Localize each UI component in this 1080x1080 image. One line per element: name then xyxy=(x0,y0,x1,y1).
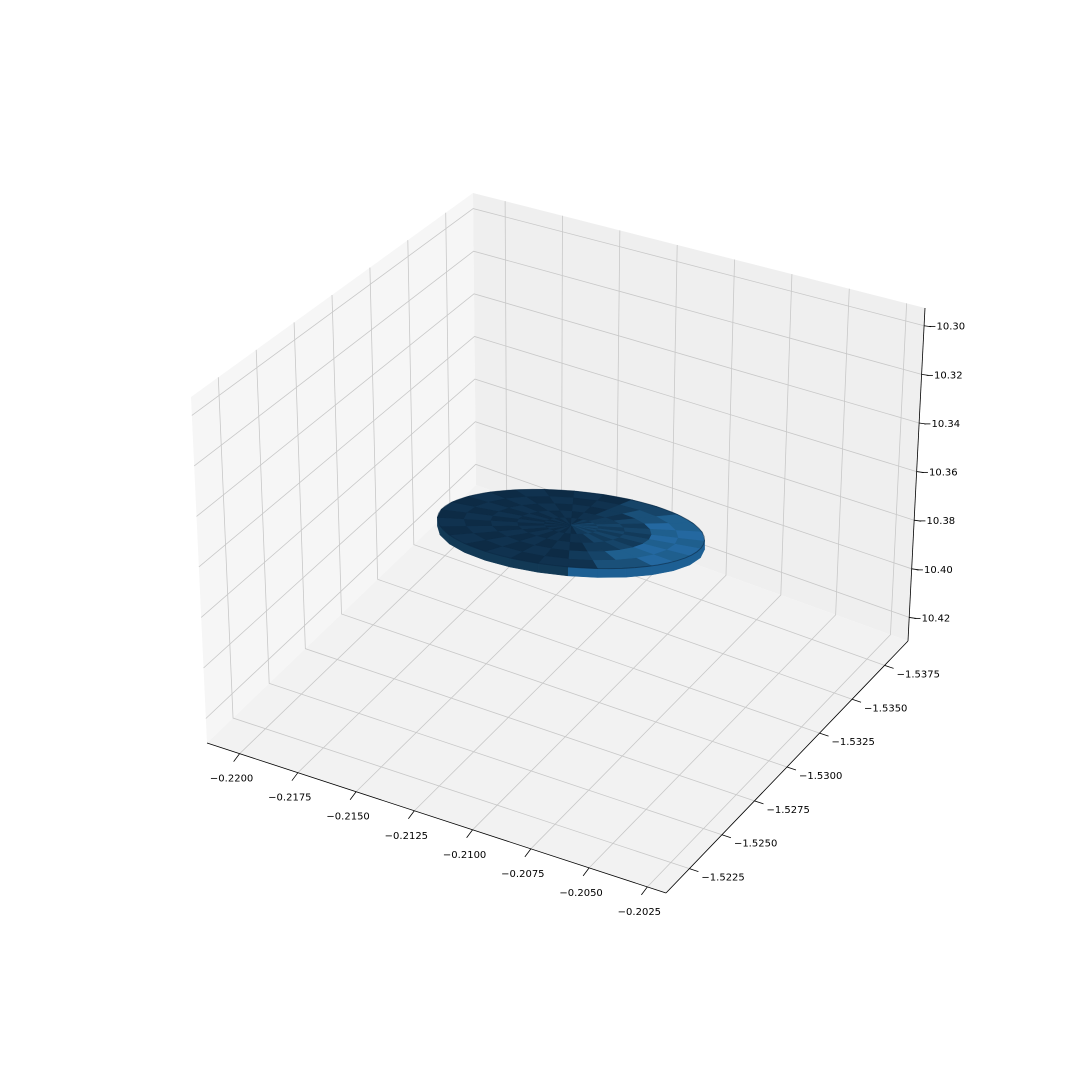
z-tick-label: −10.38 xyxy=(918,516,955,527)
x-tick-mark xyxy=(408,810,415,820)
z-tick-label: −10.42 xyxy=(913,613,950,624)
y-tick-mark xyxy=(689,868,699,872)
x-tick-label: −0.2100 xyxy=(443,850,486,861)
y-grid-line xyxy=(255,349,723,836)
y-tick-label: −1.5325 xyxy=(832,737,875,748)
axis-panes xyxy=(191,193,925,893)
axis-ticks: −0.2200 −0.2175 −0.2150 −0.2125 −0.2100 −0.20… xyxy=(210,322,965,918)
y-grid-line xyxy=(369,267,820,734)
z-tick-label: −10.34 xyxy=(923,419,960,430)
y-grid-line xyxy=(293,322,755,802)
x-tick-label: −0.2175 xyxy=(268,793,311,804)
z-tick-label: −10.30 xyxy=(928,322,965,333)
x-axis-line xyxy=(206,742,667,894)
z-tick-label: −10.32 xyxy=(926,370,963,381)
floor-pane xyxy=(207,485,908,893)
z-tick-mark xyxy=(916,471,924,473)
x-tick-label: −0.2075 xyxy=(501,869,544,880)
y-tick-mark xyxy=(884,665,894,669)
x-tick-label: −0.2125 xyxy=(385,831,428,842)
x-tick-label: −0.2150 xyxy=(326,812,369,823)
ellipsoid-surface xyxy=(437,488,705,578)
y-tick-mark xyxy=(721,834,732,839)
x-tick-mark xyxy=(582,867,590,877)
z-grid-line xyxy=(198,335,917,568)
z-grid-line xyxy=(193,250,922,467)
z-grid-line xyxy=(200,378,915,618)
z-tick-mark xyxy=(924,325,932,328)
z-tick-mark xyxy=(911,568,919,571)
x-tick-label: −0.2050 xyxy=(559,888,602,899)
surface-facet xyxy=(570,524,599,529)
z-tick-label: −10.40 xyxy=(916,565,953,576)
y-tick-label: −1.5375 xyxy=(897,669,940,680)
y-grid-line xyxy=(331,294,788,768)
surface-outline xyxy=(437,488,705,570)
y-tick-mark xyxy=(851,698,862,703)
z-grid-line xyxy=(203,421,912,669)
y-tick-mark xyxy=(754,800,764,805)
y-grid-line xyxy=(217,377,690,869)
x-tick-label: −0.2025 xyxy=(618,907,661,918)
y-tick-label: −1.5225 xyxy=(701,873,744,884)
x-tick-mark xyxy=(466,829,473,839)
x-tick-mark xyxy=(291,772,299,781)
x-tick-mark xyxy=(641,886,648,896)
x-tick-label: −0.2200 xyxy=(210,774,253,785)
y-tick-mark xyxy=(819,732,829,737)
x-tick-mark xyxy=(524,848,532,858)
y-grid-line xyxy=(407,240,853,700)
z-tick-mark xyxy=(914,519,922,522)
z-axis-line xyxy=(907,307,926,642)
x-tick-mark xyxy=(349,791,357,800)
z-grid-line xyxy=(205,463,910,719)
grid-lines xyxy=(191,201,925,888)
surface-facet xyxy=(597,567,627,578)
y-tick-mark xyxy=(786,766,797,771)
x-grid-line xyxy=(472,259,735,831)
y-tick-label: −1.5350 xyxy=(864,703,907,714)
left-pane xyxy=(191,193,476,743)
z-tick-mark xyxy=(921,373,929,376)
y-tick-label: −1.5250 xyxy=(734,839,777,850)
z-grid-line xyxy=(191,208,925,416)
z-tick-mark xyxy=(909,617,917,619)
back-pane xyxy=(473,193,925,641)
z-tick-mark xyxy=(919,422,927,425)
y-tick-label: −1.5300 xyxy=(799,771,842,782)
z-grid-line xyxy=(196,293,920,517)
y-tick-label: −1.5275 xyxy=(766,805,809,816)
x-grid-line xyxy=(530,274,793,850)
x-grid-line xyxy=(588,288,850,869)
x-grid-line xyxy=(647,303,908,888)
x-tick-mark xyxy=(233,753,240,762)
z-tick-label: −10.36 xyxy=(921,468,958,479)
